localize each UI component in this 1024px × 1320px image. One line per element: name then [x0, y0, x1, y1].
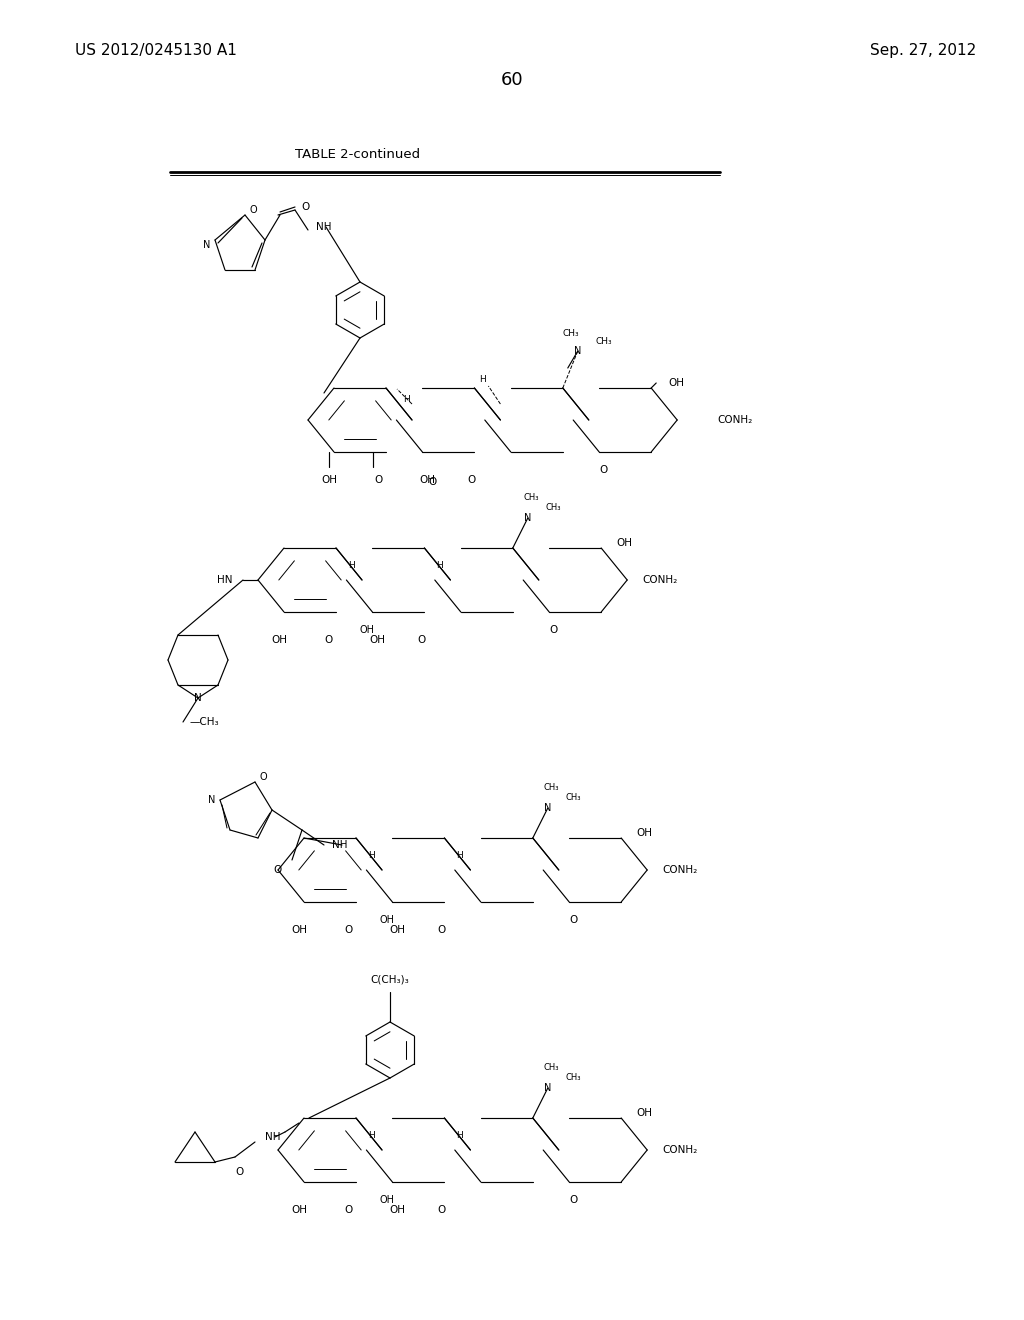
Text: OH: OH — [291, 925, 307, 935]
Text: O: O — [428, 477, 436, 487]
Text: N: N — [544, 803, 552, 813]
Text: N: N — [574, 346, 582, 356]
Text: O: O — [550, 624, 558, 635]
Text: N: N — [524, 513, 531, 523]
Text: O: O — [249, 205, 257, 215]
Text: O: O — [272, 865, 282, 875]
Text: OH: OH — [359, 624, 375, 635]
Text: CH₃: CH₃ — [596, 337, 612, 346]
Text: H: H — [368, 850, 375, 859]
Text: NH: NH — [316, 222, 332, 232]
Text: O: O — [437, 925, 445, 935]
Text: CONH₂: CONH₂ — [663, 1144, 697, 1155]
Text: HN: HN — [217, 576, 233, 585]
Text: CONH₂: CONH₂ — [717, 414, 753, 425]
Text: —CH₃: —CH₃ — [190, 717, 219, 727]
Text: OH: OH — [616, 539, 632, 548]
Text: NH: NH — [332, 840, 347, 850]
Text: O: O — [569, 915, 578, 925]
Text: O: O — [301, 202, 309, 213]
Text: H: H — [348, 561, 354, 569]
Text: H: H — [457, 850, 463, 859]
Text: TABLE 2-continued: TABLE 2-continued — [295, 149, 420, 161]
Text: O: O — [418, 635, 426, 645]
Text: O: O — [600, 465, 608, 475]
Text: C(CH₃)₃: C(CH₃)₃ — [371, 974, 410, 983]
Text: O: O — [344, 1205, 352, 1214]
Text: Sep. 27, 2012: Sep. 27, 2012 — [870, 42, 976, 58]
Text: O: O — [569, 1195, 578, 1205]
Text: H: H — [457, 1130, 463, 1139]
Text: CONH₂: CONH₂ — [642, 576, 678, 585]
Text: OH: OH — [636, 1107, 652, 1118]
Text: N: N — [195, 693, 202, 704]
Text: OH: OH — [420, 475, 435, 484]
Text: US 2012/0245130 A1: US 2012/0245130 A1 — [75, 42, 237, 58]
Text: CH₃: CH₃ — [545, 503, 560, 512]
Text: OH: OH — [321, 475, 337, 484]
Text: OH: OH — [636, 828, 652, 838]
Text: H: H — [436, 561, 443, 569]
Text: H: H — [479, 375, 485, 384]
Text: OH: OH — [291, 1205, 307, 1214]
Text: CH₃: CH₃ — [543, 1064, 558, 1072]
Text: CH₃: CH₃ — [565, 793, 581, 803]
Text: NH: NH — [265, 1133, 281, 1142]
Text: O: O — [437, 1205, 445, 1214]
Text: 60: 60 — [501, 71, 523, 88]
Text: O: O — [344, 925, 352, 935]
Text: N: N — [544, 1082, 552, 1093]
Text: CH₃: CH₃ — [565, 1073, 581, 1082]
Text: O: O — [468, 475, 476, 484]
Text: OH: OH — [389, 925, 406, 935]
Text: CH₃: CH₃ — [563, 329, 580, 338]
Text: N: N — [204, 240, 211, 249]
Text: OH: OH — [380, 1195, 395, 1205]
Text: OH: OH — [271, 635, 287, 645]
Text: CH₃: CH₃ — [543, 784, 558, 792]
Text: H: H — [368, 1130, 375, 1139]
Text: OH: OH — [389, 1205, 406, 1214]
Text: H: H — [403, 396, 411, 404]
Text: O: O — [324, 635, 333, 645]
Text: O: O — [236, 1167, 244, 1177]
Text: N: N — [208, 795, 216, 805]
Text: CH₃: CH₃ — [523, 494, 539, 503]
Text: OH: OH — [370, 635, 385, 645]
Text: OH: OH — [380, 915, 395, 925]
Text: O: O — [374, 475, 382, 484]
Text: CONH₂: CONH₂ — [663, 865, 697, 875]
Text: O: O — [259, 772, 267, 781]
Text: OH: OH — [669, 378, 684, 388]
